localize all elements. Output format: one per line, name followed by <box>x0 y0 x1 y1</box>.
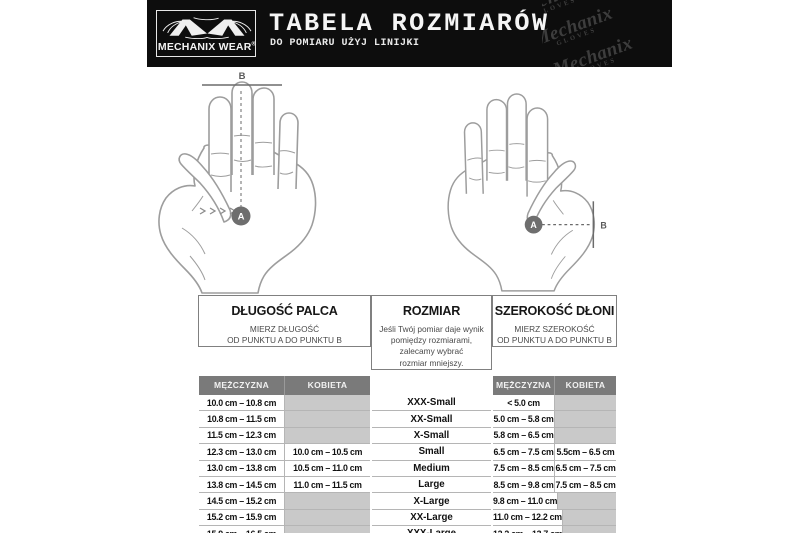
svg-text:B: B <box>600 220 606 230</box>
svg-text:A: A <box>530 220 537 230</box>
svg-text:B: B <box>239 71 246 82</box>
svg-text:A: A <box>238 212 245 223</box>
